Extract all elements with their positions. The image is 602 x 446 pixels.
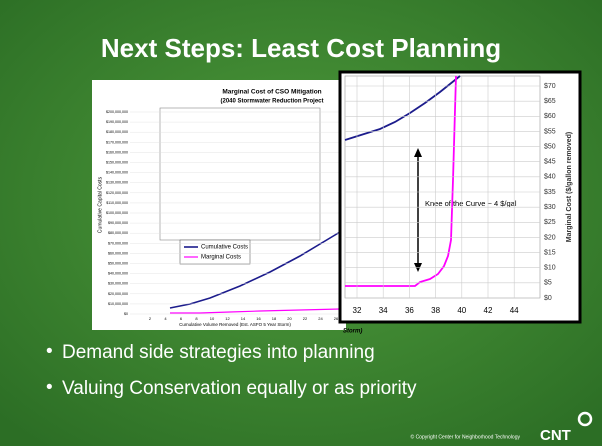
inset-ylabel: Cumulative Capital Costs [97,176,103,233]
y-tick-label: $90,000,000 [108,221,128,225]
inset-xlabel: Cumulative Volume Removed (Est. ASFO 5 Y… [179,322,291,327]
y-tick-label: $0 [124,312,128,316]
inset-background [92,80,346,330]
x-tick-label: 14 [241,316,246,321]
x-tick-label: 6 [180,316,183,321]
bullet: Demand side strategies into planning [62,342,375,363]
x-tick-label: 2 [149,316,152,321]
inset-title: Marginal Cost of CSO Mitigation [222,89,321,96]
y-tick-label: $150,000,000 [106,160,128,164]
y-tick-label: $50,000,000 [108,261,128,265]
y-tick-label: $35 [544,189,556,196]
marginal-line [170,308,341,314]
y-tick-label: $80,000,000 [108,231,128,235]
logo-ring [577,411,593,427]
x-tick-label: 24 [318,316,323,321]
y-tick-label: $60,000,000 [108,251,128,255]
y-tick-label: $180,000,000 [106,130,128,134]
zoom-xlabel: Storm) [343,329,362,335]
y-tick-label: $0 [544,295,552,302]
y-tick-label: $60 [544,113,556,120]
zoom-ylabel: Marginal Cost ($/gallon removed) [566,132,573,242]
x-tick-label: 4 [164,316,167,321]
inset-chart: Marginal Cost of CSO Mitigation (2040 St… [92,80,346,330]
inset-legend [179,239,251,265]
y-tick-label: $70,000,000 [108,241,128,245]
y-tick-label: $70 [544,83,556,90]
zoom-box: Knee of the Curve ~ 4 $/gal Marginal Cos… [338,70,582,335]
y-tick-label: $160,000,000 [106,150,128,154]
x-tick-label: 20 [287,316,292,321]
x-tick-label: 44 [510,306,519,315]
y-tick-label: $30 [544,204,556,211]
y-tick-label: $55 [544,128,556,135]
y-tick-label: $10 [544,265,556,272]
legend-label: Marginal Costs [201,255,241,261]
bullet: Valuing Conservation equally or as prior… [62,378,417,399]
y-tick-label: $190,000,000 [106,120,128,124]
y-tick-label: $65 [544,98,556,105]
copyright: © Copyright Center for Neighborhood Tech… [411,433,521,440]
y-tick-label: $200,000,000 [106,110,128,114]
y-tick-label: $30,000,000 [108,282,128,286]
x-tick-label: 18 [272,316,277,321]
y-tick-label: $45 [544,159,556,166]
x-tick-label: 42 [484,306,493,315]
x-tick-label: 36 [405,306,414,315]
x-tick-label: 32 [353,306,362,315]
x-tick-label: 22 [303,316,308,321]
marginal-line [345,75,457,287]
y-tick-label: $15 [544,249,556,256]
annotation: Knee of the Curve ~ 4 $/gal [425,199,517,208]
inset-subtitle: (2040 Stormwater Reduction Project [220,99,323,105]
y-tick-label: $170,000,000 [106,140,128,144]
y-tick-label: $50 [544,143,556,150]
cumulative-line [344,75,461,141]
x-tick-label: 26 [334,316,339,321]
y-tick-label: $40,000,000 [108,272,128,276]
y-tick-label: $110,000,000 [106,201,128,205]
slide-title: Next Steps: Least Cost Planning [101,33,501,63]
x-tick-label: 8 [195,316,198,321]
y-tick-label: $40 [544,174,556,181]
x-tick-label: 40 [457,306,466,315]
y-tick-label: $5 [544,280,552,287]
logo: CNT [540,427,571,444]
y-tick-label: $20 [544,234,556,241]
y-tick-label: $10,000,000 [108,302,128,306]
y-tick-label: $25 [544,219,556,226]
x-tick-label: 10 [210,316,215,321]
x-tick-label: 12 [225,316,230,321]
x-tick-label: 38 [431,306,440,315]
y-tick-label: $130,000,000 [106,181,128,185]
y-tick-label: $120,000,000 [106,191,128,195]
y-tick-label: $140,000,000 [106,171,128,175]
x-tick-label: 16 [256,316,261,321]
y-tick-label: $100,000,000 [106,211,128,215]
bullet-marker: • [46,341,53,362]
y-tick-label: $20,000,000 [108,292,128,296]
bullet-marker: • [46,377,53,398]
legend-label: Cumulative Costs [201,245,248,251]
x-tick-label: 34 [379,306,388,315]
